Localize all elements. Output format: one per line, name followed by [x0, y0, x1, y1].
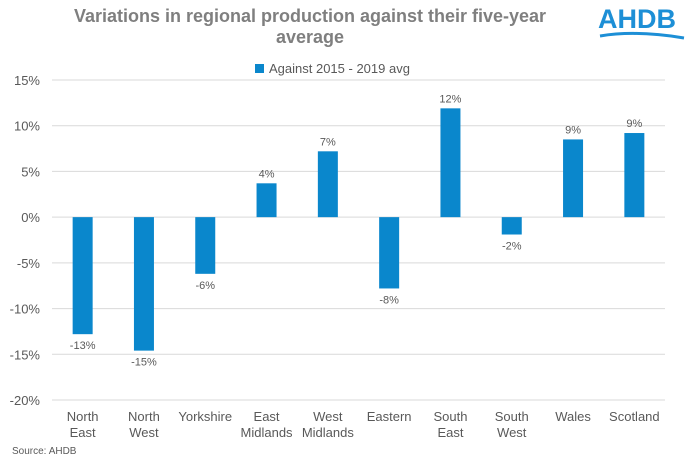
data-label: -8% — [379, 294, 399, 306]
data-label: 7% — [320, 136, 336, 148]
legend-label: Against 2015 - 2019 avg — [269, 61, 410, 76]
chart-legend: Against 2015 - 2019 avg — [255, 61, 410, 76]
data-label: 9% — [565, 124, 581, 136]
data-label: -2% — [502, 241, 522, 253]
bar — [133, 217, 154, 351]
bar — [624, 133, 645, 218]
y-tick-label: 5% — [21, 164, 40, 179]
data-label: -13% — [70, 340, 96, 352]
x-category-label: Midlands — [302, 425, 355, 440]
x-category-label: Eastern — [367, 409, 412, 424]
source-note: Source: AHDB — [12, 446, 77, 457]
x-category-label: South — [495, 409, 529, 424]
bar — [317, 151, 338, 218]
x-category-label: North — [128, 409, 160, 424]
bar — [501, 217, 522, 235]
chart-title: Variations in regional production agains… — [73, 6, 547, 47]
bar — [195, 217, 216, 274]
x-category-label: East — [437, 425, 463, 440]
x-category-label: South — [433, 409, 467, 424]
x-category-label: West — [497, 425, 527, 440]
data-label: -6% — [195, 280, 215, 292]
y-tick-label: -20% — [10, 393, 41, 408]
bar — [256, 183, 277, 218]
logo-text: AHDB — [598, 4, 676, 34]
y-tick-label: 0% — [21, 210, 40, 225]
data-label: 9% — [626, 118, 642, 130]
y-tick-label: -15% — [10, 347, 41, 362]
y-tick-label: 10% — [14, 119, 40, 134]
ahdb-logo: AHDB — [598, 4, 685, 40]
y-tick-label: 15% — [14, 73, 40, 88]
data-label: 4% — [259, 168, 275, 180]
bar — [440, 108, 461, 218]
data-label: 12% — [439, 93, 461, 105]
x-category-label: West — [313, 409, 343, 424]
x-category-label: Scotland — [609, 409, 660, 424]
bar — [72, 217, 93, 335]
bar — [563, 139, 584, 218]
x-category-label: West — [129, 425, 159, 440]
logo-swoosh — [599, 31, 685, 40]
data-label: -15% — [131, 357, 157, 369]
bar — [379, 217, 400, 289]
x-category-label: North — [67, 409, 99, 424]
y-tick-label: -5% — [17, 256, 41, 271]
y-tick-label: -10% — [10, 302, 41, 317]
x-category-label: Midlands — [241, 425, 294, 440]
x-category-label: Wales — [555, 409, 591, 424]
legend-swatch — [255, 64, 264, 73]
x-category-label: Yorkshire — [178, 409, 232, 424]
x-category-label: East — [254, 409, 280, 424]
x-category-label: East — [70, 425, 96, 440]
